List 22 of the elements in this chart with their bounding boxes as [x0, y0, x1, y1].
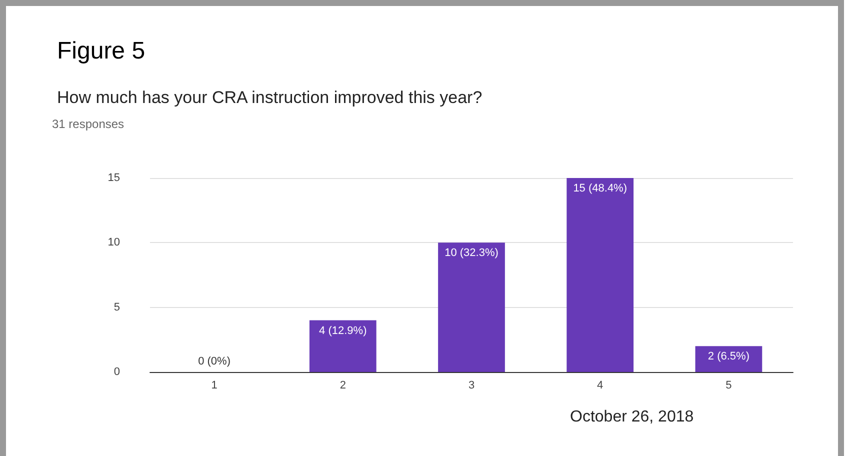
x-tick-label: 4: [597, 380, 604, 392]
text: 31 responses: [52, 117, 124, 131]
data-label: 2 (6.5%): [708, 350, 750, 363]
x-tick-label: 1: [211, 380, 218, 392]
data-label: 0 (0%): [198, 356, 231, 368]
data-label: 10 (32.3%): [444, 247, 498, 260]
y-tick-label: 15: [108, 172, 120, 184]
data-label: 15 (48.4%): [573, 182, 628, 194]
bar: [695, 346, 762, 372]
x-tick-label: 5: [726, 380, 732, 392]
x-tick-label: 2: [340, 380, 346, 392]
bar: [566, 178, 634, 372]
chart-title: Figure 5: [57, 38, 146, 64]
data-label: 4 (12.9%): [319, 324, 367, 337]
x-tick-label: 3: [468, 380, 475, 392]
y-tick-label: 0: [114, 366, 120, 378]
bar: [438, 242, 505, 372]
y-tick-label: 5: [114, 301, 120, 314]
chart-subtitle: How much has your CRA instruction improved this year?: [57, 88, 482, 107]
text: October 26, 2018: [570, 408, 694, 426]
y-tick-label: 10: [108, 236, 120, 249]
bar: [309, 320, 376, 372]
